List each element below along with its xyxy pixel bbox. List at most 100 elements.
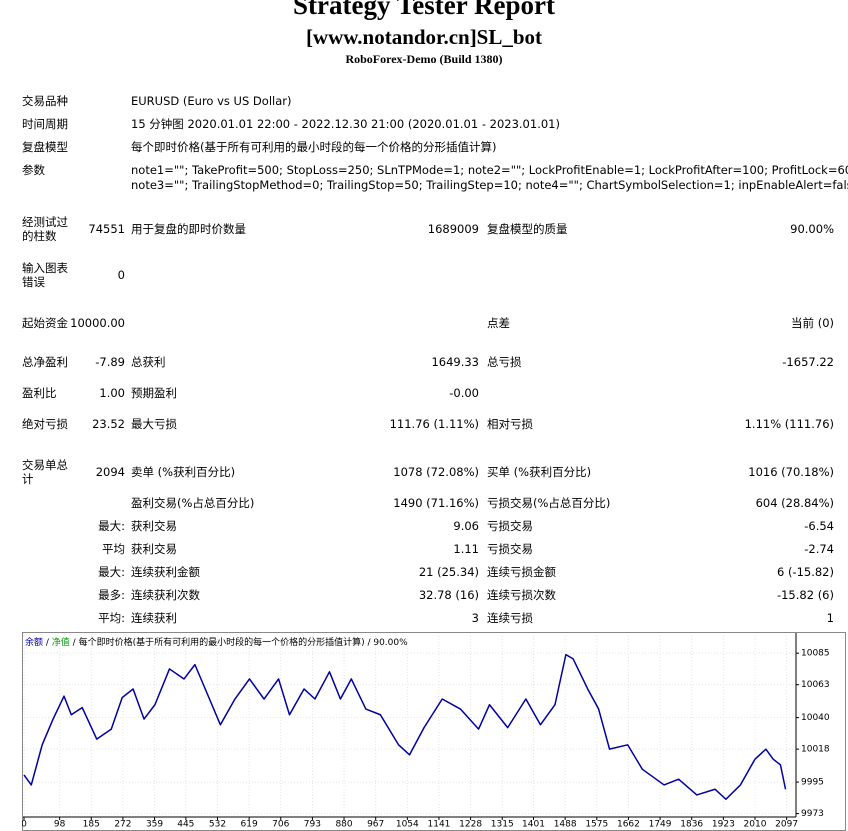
row-label: 盈利比 xyxy=(22,386,57,400)
x-tick-label: 98 xyxy=(54,820,66,830)
row-value: 最大: xyxy=(98,519,125,533)
x-tick-label: 1923 xyxy=(712,820,735,830)
x-tick-label: 793 xyxy=(304,820,321,830)
row-value: -15.82 (6) xyxy=(776,588,834,602)
x-tick-label: 359 xyxy=(146,820,163,830)
x-tick-label: 967 xyxy=(367,820,384,830)
report-subtitle: [www.notandor.cn]SL_bot xyxy=(305,25,543,49)
row-label: 经测试过的柱数 xyxy=(22,215,68,243)
y-tick-label: 9973 xyxy=(801,809,824,819)
row-value: 32.78 (16) xyxy=(418,588,479,602)
row-label: 亏损交易 xyxy=(487,542,533,556)
row-value: 1.00 xyxy=(99,386,125,400)
row-value: 1 xyxy=(826,611,834,625)
x-tick-label: 1749 xyxy=(649,820,672,830)
y-tick-label: 10018 xyxy=(801,745,830,755)
row-value: 0 xyxy=(117,268,125,282)
info-label: 参数 xyxy=(22,163,45,177)
report-title: Strategy Tester Report xyxy=(293,0,555,20)
legend-entry: 余额 xyxy=(25,636,43,648)
x-tick-label: 619 xyxy=(241,820,258,830)
x-tick-label: 706 xyxy=(272,820,289,830)
row-label: 预期盈利 xyxy=(131,386,177,400)
y-tick-label: 10040 xyxy=(801,713,830,723)
row-value: 21 (25.34) xyxy=(418,565,479,579)
row-value: 最大: xyxy=(98,565,125,579)
legend-quality: 90.00% xyxy=(373,638,408,648)
row-value: 10000.00 xyxy=(70,316,125,330)
row-label: 用于复盘的即时价数量 xyxy=(131,222,246,236)
row-value: 平均 xyxy=(102,542,125,556)
row-label: 起始资金 xyxy=(22,316,68,330)
row-label: 连续获利金额 xyxy=(131,565,200,579)
row-value: 1078 (72.08%) xyxy=(393,465,479,479)
row-value: 1689009 xyxy=(427,222,479,236)
row-label: 卖单 (%获利百分比) xyxy=(131,465,236,479)
x-tick-label: 2097 xyxy=(775,820,798,830)
row-label: 交易单总计 xyxy=(22,458,68,486)
row-label: 连续亏损次数 xyxy=(487,588,556,602)
row-value: 6 (-15.82) xyxy=(776,565,834,579)
x-tick-label: 1054 xyxy=(396,820,419,830)
x-tick-label: 1488 xyxy=(554,820,577,830)
row-label: 总获利 xyxy=(131,355,166,369)
x-tick-label: 1836 xyxy=(680,820,703,830)
row-value: 平均: xyxy=(98,611,125,625)
row-value: 2094 xyxy=(95,465,125,479)
x-tick-label: 2010 xyxy=(744,820,767,830)
legend-model: 每个即时价格(基于所有可利用的最小时段的每一个价格的分形插值计算) xyxy=(79,636,365,648)
row-value: 74551 xyxy=(88,222,125,236)
row-label: 连续获利次数 xyxy=(131,588,200,602)
row-value: 111.76 (1.11%) xyxy=(389,417,479,431)
x-tick-label: 1228 xyxy=(459,820,482,830)
row-label: 总净盈利 xyxy=(22,355,68,369)
row-value: 1.11% (111.76) xyxy=(744,417,834,431)
row-label: 连续获利 xyxy=(131,611,177,625)
y-tick-label: 9995 xyxy=(801,778,824,788)
row-label: 亏损交易 xyxy=(487,519,533,533)
row-label: 获利交易 xyxy=(131,519,177,533)
row-label: 连续亏损 xyxy=(487,611,533,625)
row-label: 连续亏损金额 xyxy=(487,565,556,579)
row-value: -1657.22 xyxy=(782,355,834,369)
x-tick-label: 1662 xyxy=(617,820,640,830)
info-label: 交易品种 xyxy=(22,94,68,108)
legend-separator: / xyxy=(365,638,374,648)
row-value: 最多: xyxy=(98,588,125,602)
row-value: -6.54 xyxy=(804,519,834,533)
info-label: 时间周期 xyxy=(22,117,68,131)
legend-separator: / xyxy=(43,638,52,648)
row-value: 1016 (70.18%) xyxy=(748,465,834,479)
row-label: 复盘模型的质量 xyxy=(487,222,568,236)
x-tick-label: 1401 xyxy=(522,820,545,830)
x-tick-label: 185 xyxy=(83,820,100,830)
row-label: 获利交易 xyxy=(131,542,177,556)
info-label: 复盘模型 xyxy=(22,140,68,154)
chart-legend: 余额 / 净值 / 每个即时价格(基于所有可利用的最小时段的每一个价格的分形插值… xyxy=(25,636,408,648)
row-value: -7.89 xyxy=(95,355,125,369)
info-text: 每个即时价格(基于所有可利用的最小时段的每一个价格的分形插值计算) xyxy=(131,140,497,154)
info-text: note3=""; TrailingStopMethod=0; Trailing… xyxy=(131,178,848,192)
row-value: 90.00% xyxy=(790,222,834,236)
chart-frame xyxy=(22,632,846,831)
row-label: 总亏损 xyxy=(487,355,522,369)
row-value: 当前 (0) xyxy=(791,316,834,330)
info-text: EURUSD (Euro vs US Dollar) xyxy=(131,94,292,108)
x-tick-label: 0 xyxy=(22,820,27,830)
row-value: 1.11 xyxy=(453,542,479,556)
row-value: -2.74 xyxy=(804,542,834,556)
y-tick-label: 10085 xyxy=(801,649,830,659)
row-value: 1649.33 xyxy=(431,355,479,369)
info-text: 15 分钟图 2020.01.01 22:00 - 2022.12.30 21:… xyxy=(131,117,560,131)
balance-line xyxy=(23,653,787,800)
row-label: 点差 xyxy=(487,316,510,330)
y-tick-label: 10063 xyxy=(801,680,830,690)
x-tick-label: 532 xyxy=(209,820,226,830)
balance-chart: 余额 / 净值 / 每个即时价格(基于所有可利用的最小时段的每一个价格的分形插值… xyxy=(22,632,846,831)
report-build: RoboForex-Demo (Build 1380) xyxy=(345,52,503,66)
row-value: 3 xyxy=(471,611,479,625)
legend-separator: / xyxy=(70,638,79,648)
legend-entry: 净值 xyxy=(52,636,70,648)
row-label: 绝对亏损 xyxy=(22,417,68,431)
